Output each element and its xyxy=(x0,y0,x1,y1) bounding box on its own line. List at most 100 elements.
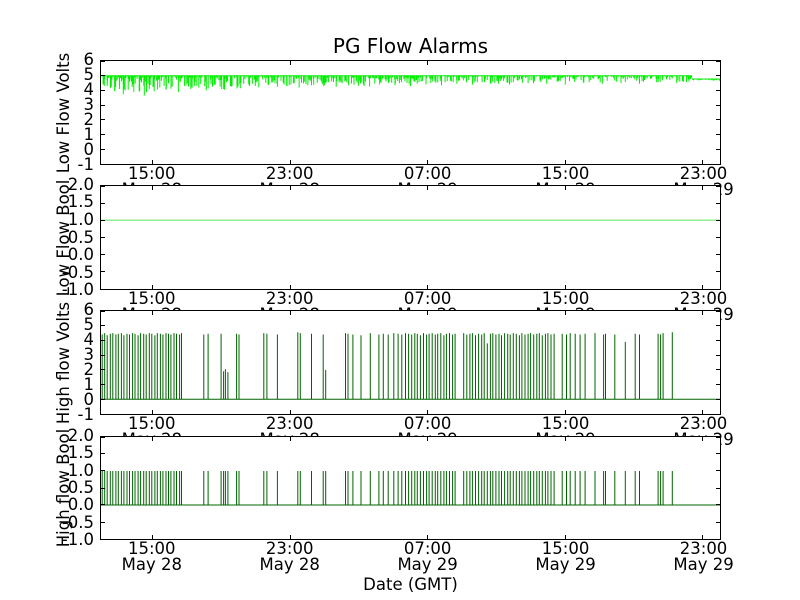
y-tick-labels-subplot-2: 2.0 1.5 1.0 0.5 0.0 -0.5 -1.0 xyxy=(50,176,94,299)
tick-mark xyxy=(716,413,720,415)
tick-mark xyxy=(101,354,105,356)
high-flow-volts-path xyxy=(101,332,720,400)
tick-mark xyxy=(564,410,566,414)
tick-mark xyxy=(101,453,105,455)
y-tick-labels-subplot-3: 6 5 4 3 2 1 0 -1 xyxy=(50,301,95,424)
tick-mark xyxy=(101,202,105,204)
tick-mark xyxy=(716,119,720,121)
tick-mark xyxy=(716,104,720,106)
x-tick-time: 23:00 xyxy=(265,289,314,308)
tick-mark xyxy=(101,436,105,438)
tick-mark xyxy=(101,134,105,136)
y-tick-label: -0.5 xyxy=(61,512,94,532)
tick-mark xyxy=(427,186,429,190)
y-tick-label: -1.0 xyxy=(61,280,94,299)
y-tick-label: 1.0 xyxy=(67,209,94,229)
y-tick-label: 1.0 xyxy=(67,460,94,480)
x-tick-time: 15:00 xyxy=(127,289,176,308)
low-flow-bool-line-chart xyxy=(101,219,720,222)
tick-mark xyxy=(716,134,720,136)
tick-mark xyxy=(702,186,704,190)
y-tick-label: 0.0 xyxy=(67,244,94,264)
tick-mark xyxy=(289,160,291,164)
x-tick-time: 07:00 xyxy=(403,539,452,558)
tick-mark xyxy=(564,61,566,65)
x-tick-time: 15:00 xyxy=(541,414,590,433)
y-tick-label: 5 xyxy=(83,64,95,84)
tick-mark xyxy=(101,89,105,91)
tick-mark xyxy=(427,535,429,539)
subplot-low-flow-volts xyxy=(100,60,721,165)
tick-mark xyxy=(101,219,105,221)
tick-mark xyxy=(101,254,105,256)
y-tick-label: 2 xyxy=(83,109,95,129)
tick-mark xyxy=(101,185,105,187)
subplot-low-flow-bool xyxy=(100,185,721,290)
x-tick-time: 23:00 xyxy=(679,164,728,183)
tick-mark xyxy=(702,410,704,414)
y-tick-labels-subplot-4: 2.0 1.5 1.0 0.5 0.0 -0.5 -1.0 xyxy=(50,427,94,549)
y-tick-label: 4 xyxy=(83,329,95,349)
x-tick-time: 15:00 xyxy=(541,539,590,558)
tick-mark xyxy=(101,119,105,121)
x-tick-time: 07:00 xyxy=(403,289,452,308)
x-tick-time: 07:00 xyxy=(403,164,452,183)
tick-mark xyxy=(716,453,720,455)
chart-title: PG Flow Alarms xyxy=(332,34,489,58)
tick-mark xyxy=(427,437,429,441)
x-tick-date: May 28 xyxy=(259,555,320,574)
y-tick-labels-subplot-1: 6 5 4 3 2 1 0 -1 xyxy=(50,51,95,174)
x-tick-time: 23:00 xyxy=(679,414,728,433)
tick-mark xyxy=(716,470,720,472)
tick-mark xyxy=(716,436,720,438)
y-tick-label: 2.0 xyxy=(67,175,94,194)
tick-mark xyxy=(716,254,720,256)
x-tick-time: 23:00 xyxy=(679,289,728,308)
tick-mark xyxy=(564,186,566,190)
tick-mark xyxy=(716,325,720,327)
tick-mark xyxy=(101,339,105,341)
x-tick-time: 07:00 xyxy=(403,414,452,433)
tick-mark xyxy=(716,89,720,91)
y-tick-label: -1.0 xyxy=(61,530,94,549)
tick-mark xyxy=(101,310,105,312)
tick-mark xyxy=(716,521,720,523)
y-tick-label: 1 xyxy=(83,375,95,394)
x-tick-time: 15:00 xyxy=(127,539,176,558)
tick-mark xyxy=(101,325,105,327)
tick-mark xyxy=(716,288,720,290)
tick-mark xyxy=(152,160,154,164)
high-flow-bool-path xyxy=(101,471,720,506)
x-axis-label: Date (GMT) xyxy=(363,575,458,594)
tick-mark xyxy=(101,487,105,489)
y-tick-label: 3 xyxy=(83,345,95,364)
tick-mark xyxy=(716,163,720,165)
tick-mark xyxy=(152,535,154,539)
x-tick-time: 15:00 xyxy=(541,289,590,308)
y-tick-label: 0.0 xyxy=(67,495,94,515)
tick-mark xyxy=(289,311,291,315)
tick-mark xyxy=(702,61,704,65)
subplot-high-flow-bool xyxy=(100,436,721,540)
tick-mark xyxy=(702,285,704,289)
tick-mark xyxy=(564,160,566,164)
tick-mark xyxy=(564,535,566,539)
y-tick-label: 5 xyxy=(83,314,95,334)
tick-mark xyxy=(101,413,105,415)
tick-mark xyxy=(101,163,105,165)
tick-mark xyxy=(716,538,720,540)
tick-mark xyxy=(101,384,105,386)
tick-mark xyxy=(716,369,720,371)
tick-mark xyxy=(289,410,291,414)
tick-mark xyxy=(716,339,720,341)
x-tick-date: May 29 xyxy=(535,555,596,574)
tick-mark xyxy=(427,410,429,414)
y-tick-label: 4 xyxy=(83,79,95,99)
tick-mark xyxy=(152,61,154,65)
tick-mark xyxy=(152,186,154,190)
x-tick-date: May 28 xyxy=(121,555,182,574)
tick-mark xyxy=(702,535,704,539)
